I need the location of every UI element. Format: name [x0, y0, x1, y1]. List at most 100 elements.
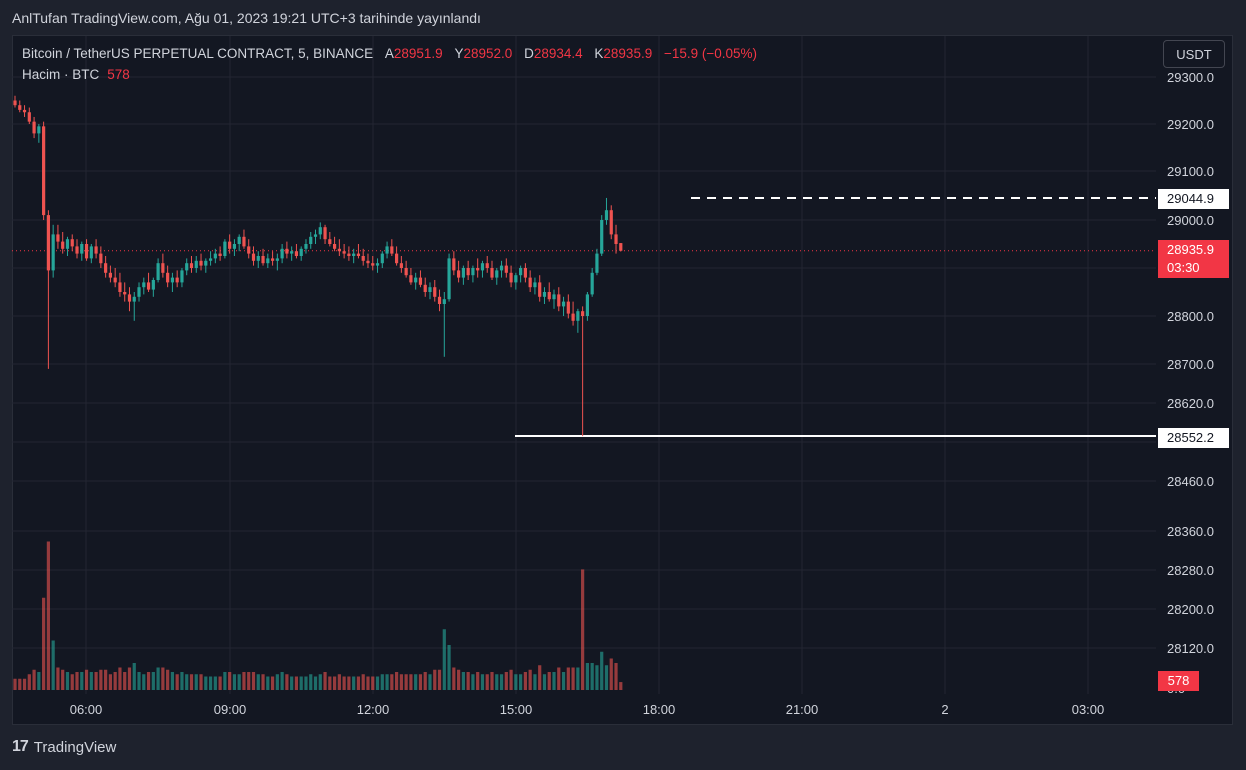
candle-body	[156, 263, 160, 280]
candle-body	[290, 251, 294, 254]
candle-body	[347, 253, 351, 256]
volume-bar	[213, 676, 217, 690]
candle-body	[495, 270, 499, 278]
candle-body	[361, 256, 365, 261]
volume-bar	[232, 674, 237, 690]
candle-body	[414, 277, 418, 283]
candle-body	[561, 301, 566, 307]
candle-body	[614, 234, 618, 244]
volume-bar	[46, 541, 50, 690]
volume-bar	[32, 669, 36, 690]
candle-body	[256, 256, 260, 261]
volume-bar	[275, 674, 279, 690]
low-value: 28934.4	[533, 46, 583, 61]
currency-button[interactable]: USDT	[1163, 40, 1225, 68]
price-tick-label: 28460.0	[1167, 474, 1214, 489]
candle-body	[352, 253, 356, 256]
brand-name: TradingView	[33, 738, 117, 756]
candle-body	[476, 268, 480, 271]
price-tick-label: 29200.0	[1167, 117, 1214, 132]
candle-body	[185, 263, 189, 271]
volume-bar	[490, 672, 494, 690]
candle-body	[61, 241, 65, 249]
time-tick-label: 06:00	[70, 702, 103, 717]
volume-bar	[170, 672, 175, 690]
open-label: A	[384, 46, 394, 61]
volume-bar	[61, 669, 65, 690]
volume-bar	[452, 667, 456, 690]
volume-bar	[395, 672, 399, 690]
volume-bar	[27, 674, 31, 690]
chart-frame[interactable]	[12, 35, 1233, 725]
candle-body	[146, 282, 151, 290]
volume-bar	[499, 674, 504, 690]
candle-body	[328, 239, 332, 244]
change-value: −15.9 (−0.05%)	[663, 46, 758, 61]
volume-bar	[104, 669, 108, 690]
candle-body	[13, 100, 17, 106]
candle-body	[208, 258, 213, 261]
volume-bar	[604, 665, 609, 690]
volume-label[interactable]: Hacim · BTC	[22, 67, 100, 82]
volume-bar	[595, 665, 599, 690]
candle-body	[566, 301, 570, 314]
volume-bar	[457, 669, 461, 690]
line-tag-top: 29044.9	[1158, 189, 1229, 209]
time-tick-label: 2	[941, 702, 948, 717]
candle-body	[94, 246, 98, 254]
volume-bar	[414, 674, 418, 690]
close-value: 28935.9	[603, 46, 653, 61]
volume-bar	[361, 674, 365, 690]
price-tick-label: 29300.0	[1167, 70, 1214, 85]
candle-body	[418, 277, 423, 285]
volume-bar	[299, 676, 303, 690]
volume-bar	[418, 674, 423, 690]
symbol-title[interactable]: Bitcoin / TetherUS PERPETUAL CONTRACT, 5…	[22, 46, 374, 61]
volume-bar	[84, 669, 89, 690]
candle-body	[595, 253, 599, 273]
volume-bar	[566, 667, 570, 690]
volume-bar	[614, 663, 618, 690]
price-tick-label: 28360.0	[1167, 524, 1214, 539]
volume-bar	[199, 674, 203, 690]
volume-value: 578	[107, 67, 130, 82]
candle-body	[409, 275, 413, 283]
candle-body	[299, 248, 303, 256]
candle-body	[609, 210, 613, 235]
volume-bar	[290, 676, 294, 690]
volume-tag: 578	[1158, 671, 1199, 691]
candle-body	[471, 268, 475, 276]
candle-body	[542, 292, 547, 297]
volume-bar	[218, 676, 222, 690]
candle-body	[170, 277, 175, 283]
candle-body	[433, 287, 437, 297]
candle-body	[499, 265, 504, 271]
candle-body	[380, 253, 384, 264]
volume-bar	[161, 667, 165, 690]
volume-bar	[557, 667, 561, 690]
candle-body	[113, 277, 117, 283]
candle-body	[56, 234, 60, 242]
volume-bar	[542, 674, 547, 690]
candle-body	[619, 243, 623, 251]
volume-bar	[356, 676, 361, 690]
volume-bar	[523, 672, 527, 690]
volume-bar	[476, 672, 480, 690]
candle-body	[337, 248, 341, 252]
volume-bar	[337, 674, 341, 690]
volume-bar	[304, 676, 308, 690]
volume-bar	[480, 674, 485, 690]
volume-bar	[189, 674, 194, 690]
candle-body	[142, 282, 146, 288]
price-tick-label: 28280.0	[1167, 563, 1214, 578]
volume-bar	[166, 669, 170, 690]
candle-body	[189, 263, 194, 268]
volume-bar	[328, 676, 332, 690]
volume-bar	[113, 672, 117, 690]
candle-body	[480, 263, 485, 271]
candle-body	[552, 294, 556, 300]
candle-body	[204, 260, 208, 266]
brand[interactable]: 17 TradingView	[12, 738, 116, 756]
candle-body	[137, 287, 141, 297]
